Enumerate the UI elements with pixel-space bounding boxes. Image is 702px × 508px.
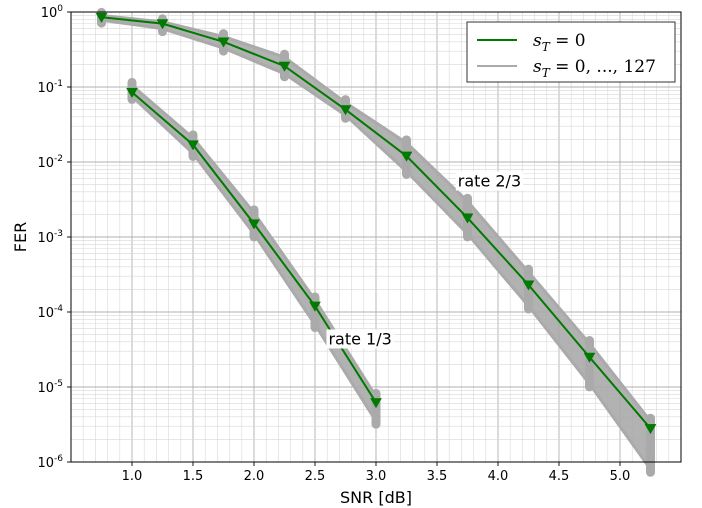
y-tick-label: 10-2	[37, 154, 63, 171]
x-axis-ticks: 1.0 1.5 2.0 2.5 3.0 3.5 4.0 4.5 5.0	[122, 462, 631, 484]
legend-label: sT = 0	[533, 31, 586, 54]
x-tick-label: 4.0	[488, 469, 509, 484]
x-tick-label: 1.0	[122, 469, 143, 484]
annotations: rate 2/3 rate 1/3	[326, 171, 524, 349]
data-point-marker	[522, 280, 535, 291]
data-point-marker	[187, 140, 199, 151]
x-tick-label: 1.5	[183, 469, 204, 484]
y-axis-ticks: 100 10-1 10-2 10-3 10-4 10-5 10-6	[37, 4, 71, 471]
legend-box	[466, 21, 676, 83]
annotation-label: rate 2/3	[458, 171, 521, 190]
legend: sT = 0 sT = 0, ..., 127	[466, 21, 676, 83]
annotation-label: rate 1/3	[328, 329, 391, 348]
x-tick-label: 3.0	[366, 469, 387, 484]
x-axis-label: SNR [dB]	[340, 488, 412, 507]
data-point-marker	[461, 213, 474, 224]
data-point-marker	[370, 398, 382, 409]
data-point-marker	[339, 105, 352, 116]
data-point-marker	[126, 87, 138, 99]
data-point-marker	[278, 61, 291, 72]
x-tick-label: 5.0	[610, 469, 631, 484]
series-line	[101, 16, 652, 430]
data-point-marker	[156, 19, 169, 30]
y-tick-label: 10-5	[37, 379, 63, 396]
data-point-marker	[583, 352, 596, 363]
x-tick-label: 3.5	[427, 469, 448, 484]
y-tick-label: 10-1	[37, 79, 63, 96]
y-axis-label: FER	[11, 222, 30, 252]
annotation-background	[326, 329, 394, 349]
data-point-marker	[217, 37, 230, 48]
data-point-marker	[95, 12, 108, 24]
data-point-marker	[644, 424, 657, 435]
y-tick-label: 100	[41, 4, 64, 21]
annotation-background	[455, 171, 524, 191]
data-point-marker	[309, 301, 321, 312]
data-point-marker	[248, 219, 260, 230]
x-tick-label: 4.5	[549, 469, 570, 484]
x-tick-label: 2.5	[305, 469, 326, 484]
y-tick-label: 10-6	[37, 454, 63, 471]
data-point-marker	[400, 151, 413, 162]
x-tick-label: 2.0	[244, 469, 265, 484]
legend-label: sT = 0, ..., 127	[533, 57, 656, 80]
y-tick-label: 10-4	[37, 304, 63, 321]
y-tick-label: 10-3	[37, 229, 63, 246]
grid	[71, 12, 681, 462]
